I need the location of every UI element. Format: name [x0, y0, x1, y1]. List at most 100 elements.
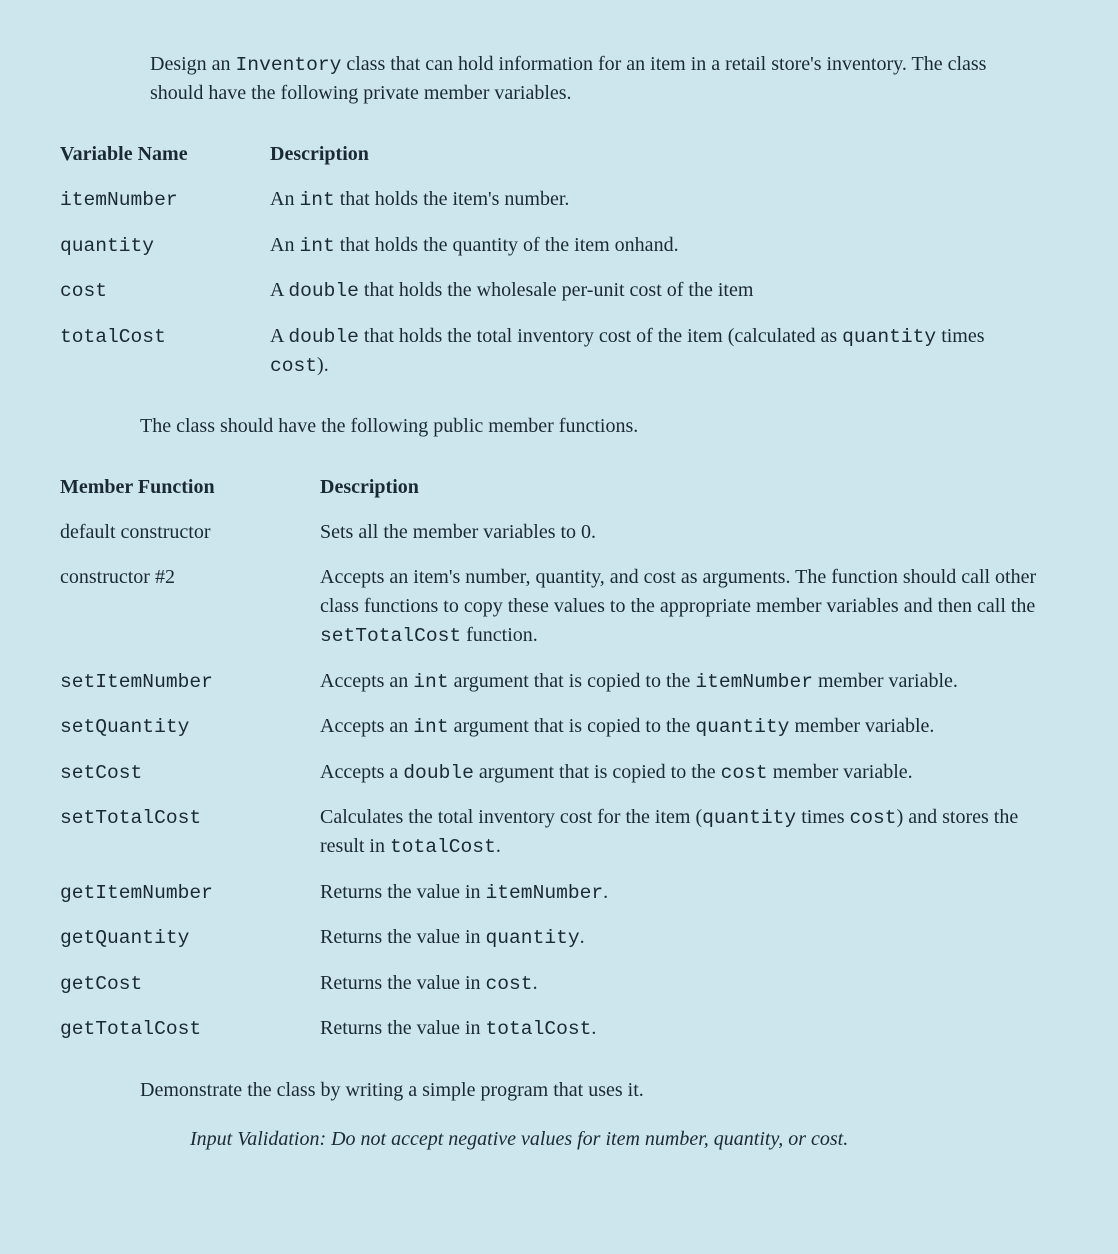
- table-row: setTotalCostCalculates the total invento…: [60, 795, 1058, 870]
- func-row-0-name: default constructor: [60, 510, 320, 555]
- var-row-0-name: itemNumber: [60, 177, 270, 222]
- func-row-7-name-code: getQuantity: [60, 927, 189, 949]
- table-row: quantity An int that holds the quantity o…: [60, 223, 1058, 268]
- func-row-5-desc_b: times: [796, 806, 849, 828]
- functions-table: Member Function Description default cons…: [60, 465, 1058, 1051]
- func-row-6-name: getItemNumber: [60, 870, 320, 915]
- mid-paragraph: The class should have the following publ…: [140, 412, 1028, 441]
- vars-header-name: Variable Name: [60, 132, 270, 177]
- var-row-0-desc_code1: int: [299, 189, 334, 211]
- var-row-0-desc: An int that holds the item's number.: [270, 177, 1058, 222]
- func-row-7-desc: Returns the value in quantity.: [320, 915, 1058, 960]
- func-row-4-desc_c: member variable.: [768, 761, 913, 783]
- var-row-3-desc_code1: double: [288, 326, 359, 348]
- func-row-2-name-code: setItemNumber: [60, 671, 213, 693]
- func-row-5-desc_code2: cost: [850, 807, 897, 829]
- func-row-6-name-code: getItemNumber: [60, 882, 213, 904]
- func-row-6-desc_b: .: [603, 881, 608, 903]
- var-row-2-name-code: cost: [60, 280, 107, 302]
- funcs-header-desc: Description: [320, 465, 1058, 510]
- func-row-1-desc_a: Accepts an item's number, quantity, and …: [320, 566, 1036, 617]
- var-row-3-desc_code3: cost: [270, 355, 317, 377]
- var-row-2-desc_code1: double: [288, 280, 359, 302]
- func-row-5-desc_code3: totalCost: [390, 836, 496, 858]
- func-row-2-desc_b: argument that is copied to the: [449, 670, 696, 692]
- func-row-4-desc_code1: double: [403, 762, 474, 784]
- func-row-4-name-code: setCost: [60, 762, 142, 784]
- var-row-2-desc: A double that holds the wholesale per-un…: [270, 268, 1058, 313]
- var-row-1-name: quantity: [60, 223, 270, 268]
- func-row-2-desc: Accepts an int argument that is copied t…: [320, 659, 1058, 704]
- var-row-2-desc_a: A: [270, 279, 288, 301]
- table-row: getQuantity Returns the value in quantity…: [60, 915, 1058, 960]
- var-row-3-desc_code2: quantity: [842, 326, 936, 348]
- outro-paragraph: Demonstrate the class by writing a simpl…: [140, 1076, 1028, 1105]
- func-row-6-desc: Returns the value in itemNumber.: [320, 870, 1058, 915]
- func-row-3-desc_code1: int: [413, 716, 448, 738]
- validation-note: Input Validation: Do not accept negative…: [190, 1125, 1028, 1154]
- func-row-4-desc_b: argument that is copied to the: [474, 761, 721, 783]
- table-row: setCost Accepts a double argument that is…: [60, 750, 1058, 795]
- table-row: getCost Returns the value in cost.: [60, 961, 1058, 1006]
- var-row-3-desc_d: ).: [317, 354, 329, 376]
- table-row: constructor #2 Accepts an item's number, …: [60, 555, 1058, 658]
- variables-table: Variable Name Description itemNumber An i…: [60, 132, 1058, 388]
- func-row-8-desc: Returns the value in cost.: [320, 961, 1058, 1006]
- func-row-5-desc_code1: quantity: [702, 807, 796, 829]
- var-row-1-desc_a: An: [270, 234, 299, 256]
- func-row-9-name-code: getTotalCost: [60, 1018, 201, 1040]
- func-row-1-name: constructor #2: [60, 555, 320, 658]
- func-row-7-desc_b: .: [580, 926, 585, 948]
- table-row: itemNumber An int that holds the item's n…: [60, 177, 1058, 222]
- intro-code: Inventory: [236, 54, 342, 76]
- var-row-1-name-code: quantity: [60, 235, 154, 257]
- intro-text-a: Design an: [150, 53, 236, 75]
- table-row: totalCostA double that holds the total i…: [60, 314, 1058, 389]
- func-row-2-name: setItemNumber: [60, 659, 320, 704]
- func-row-4-desc_code2: cost: [721, 762, 768, 784]
- func-row-3-desc_a: Accepts an: [320, 715, 413, 737]
- func-row-9-desc_a: Returns the value in: [320, 1017, 486, 1039]
- func-row-9-name: getTotalCost: [60, 1006, 320, 1051]
- func-row-4-desc_a: Accepts a: [320, 761, 403, 783]
- func-row-2-desc_code1: int: [413, 671, 448, 693]
- var-row-1-desc: An int that holds the quantity of the it…: [270, 223, 1058, 268]
- func-row-1-name-text: constructor #2: [60, 566, 175, 588]
- table-row: setItemNumber Accepts an int argument tha…: [60, 659, 1058, 704]
- func-row-8-desc_b: .: [533, 972, 538, 994]
- var-row-0-name-code: itemNumber: [60, 189, 178, 211]
- func-row-5-name: setTotalCost: [60, 795, 320, 870]
- vars-header-desc: Description: [270, 132, 1058, 177]
- table-row: default constructor Sets all the member v…: [60, 510, 1058, 555]
- var-row-3-name: totalCost: [60, 314, 270, 389]
- func-row-3-desc: Accepts an int argument that is copied t…: [320, 704, 1058, 749]
- func-row-3-desc_code2: quantity: [695, 716, 789, 738]
- func-row-9-desc: Returns the value in totalCost.: [320, 1006, 1058, 1051]
- func-row-8-name-code: getCost: [60, 973, 142, 995]
- var-row-0-desc_a: An: [270, 188, 299, 210]
- var-row-1-desc_code1: int: [299, 235, 334, 257]
- func-row-9-desc_b: .: [591, 1017, 596, 1039]
- func-row-3-name-code: setQuantity: [60, 716, 189, 738]
- func-row-5-desc_d: .: [496, 835, 501, 857]
- func-row-0-desc_a: Sets all the member variables to 0.: [320, 521, 596, 543]
- func-row-6-desc_a: Returns the value in: [320, 881, 486, 903]
- var-row-3-desc_b: that holds the total inventory cost of t…: [359, 325, 842, 347]
- var-row-2-name: cost: [60, 268, 270, 313]
- intro-paragraph: Design an Inventory class that can hold …: [150, 50, 1028, 108]
- func-row-0-desc: Sets all the member variables to 0.: [320, 510, 1058, 555]
- var-row-0-desc_b: that holds the item's number.: [335, 188, 570, 210]
- func-row-2-desc_a: Accepts an: [320, 670, 413, 692]
- func-row-0-name-text: default constructor: [60, 521, 211, 543]
- func-row-7-desc_a: Returns the value in: [320, 926, 486, 948]
- func-row-3-desc_c: member variable.: [789, 715, 934, 737]
- func-row-2-desc_c: member variable.: [813, 670, 958, 692]
- func-row-1-desc: Accepts an item's number, quantity, and …: [320, 555, 1058, 658]
- func-row-5-desc_a: Calculates the total inventory cost for …: [320, 806, 702, 828]
- func-row-8-desc_code1: cost: [486, 973, 533, 995]
- func-row-6-desc_code1: itemNumber: [486, 882, 604, 904]
- func-row-9-desc_code1: totalCost: [486, 1018, 592, 1040]
- var-row-2-desc_b: that holds the wholesale per-unit cost o…: [359, 279, 754, 301]
- func-row-4-name: setCost: [60, 750, 320, 795]
- table-row: cost A double that holds the wholesale pe…: [60, 268, 1058, 313]
